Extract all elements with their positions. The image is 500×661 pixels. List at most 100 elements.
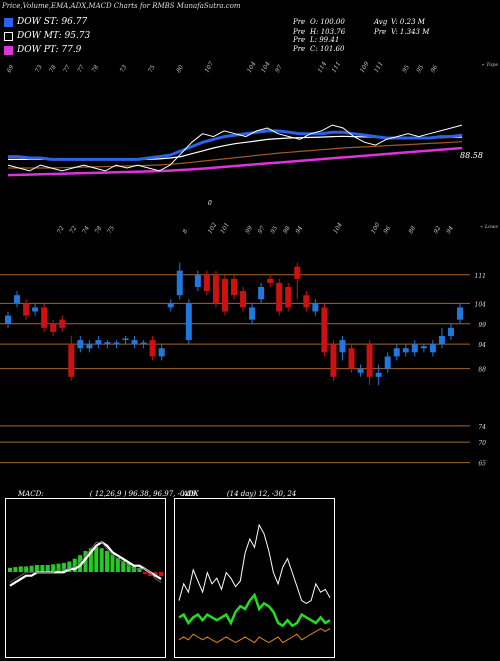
candle-body [149, 340, 156, 357]
candle-body [231, 278, 237, 296]
candle-body [312, 303, 319, 312]
stat-key: Pre [293, 28, 306, 36]
candle-body [447, 327, 454, 336]
top-tick-label: 95 [401, 64, 411, 74]
top-tick-label: 104 [246, 60, 258, 74]
stat-value: V: 1.343 M [391, 28, 430, 36]
top-tick-label: 73 [119, 64, 129, 74]
macd-chart [8, 541, 163, 587]
candle-body [212, 274, 219, 304]
level-label: 99 [478, 322, 486, 329]
stat-key: Pre [293, 18, 306, 26]
stat-prev-volume: Pre V: 1.343 M [374, 28, 429, 36]
macd-histogram-bar [115, 558, 120, 572]
bottom-tick-label: 102 [207, 221, 219, 235]
candle-body [330, 344, 337, 377]
bottom-tick-label: 99 [244, 225, 254, 235]
top-tick-label: 80 [175, 64, 185, 74]
stat-value: O: 100.00 [310, 18, 345, 26]
stat-low: Pre L: 99.41 [293, 36, 339, 44]
bottom-tick-label: 75 [106, 225, 116, 235]
candle-body [59, 319, 66, 328]
macd-histogram-bar [105, 551, 110, 572]
level-label: 104 [475, 301, 487, 308]
candle-body [113, 342, 120, 345]
candle-body [303, 295, 310, 308]
macd-histogram-bar [137, 567, 142, 572]
candle-body [393, 348, 400, 357]
macd-histogram-bar [18, 566, 23, 572]
bottom-tick-label: 72 [68, 225, 78, 235]
stat-key: Pre [293, 36, 306, 44]
macd-histogram-bar [121, 560, 126, 572]
bottom-tick-label: 94 [445, 225, 455, 235]
candle-body [240, 291, 247, 308]
ema-long-line [7, 146, 463, 177]
top-tick-label: 107 [203, 60, 215, 74]
candle-body [5, 315, 11, 324]
level-label: 65 [478, 461, 486, 468]
macd-histogram-bar [40, 565, 45, 572]
candle-body [384, 356, 391, 369]
candle-body [86, 344, 93, 349]
stat-key: Pre [293, 45, 306, 53]
candle-body [68, 344, 75, 377]
candle-body [438, 336, 445, 345]
adx-plus-di-line [178, 523, 331, 604]
chart-title: Price,Volume,EMA,ADX,MACD Charts for RMB… [2, 2, 241, 10]
bottom-tick-label: 74 [81, 225, 91, 235]
price-chart: 111 104 99 94 88 74 70 65 [0, 262, 487, 468]
candle-body [457, 307, 463, 320]
candle-body [131, 340, 138, 345]
candle-body [221, 278, 228, 312]
adx-header-values: (14 day) 12, -30, 24 [226, 490, 297, 498]
adx-chart [178, 523, 331, 644]
ema-brown-line [8, 141, 463, 169]
macd-line [9, 541, 162, 583]
macd-histogram-bar [126, 562, 131, 572]
macd-panel [5, 498, 166, 658]
top-tick-label: 78 [48, 64, 58, 74]
macd-header-label: MACD: [18, 490, 44, 498]
candle-body [258, 287, 265, 300]
candle-body [95, 340, 102, 345]
top-tick-label: 77 [62, 64, 72, 74]
level-label: 111 [475, 273, 486, 280]
candle-body [140, 342, 147, 345]
macd-header-values: ( 12,26,9 ) 96.38, 96.97, -0.89 [89, 490, 196, 498]
top-tick-label: 96 [429, 64, 439, 74]
candle-body [321, 307, 328, 353]
candle-body [249, 307, 256, 320]
macd-histogram-bar [24, 566, 29, 572]
candle-body [176, 270, 183, 296]
top-tick-label: 109 [359, 60, 371, 74]
price-line [7, 124, 463, 172]
legend-label: DOW ST: 96.77 [17, 17, 88, 27]
candle-body [185, 303, 192, 341]
zero-label: 0 [208, 200, 212, 207]
macd-histogram-bar [148, 572, 153, 577]
level-label: 74 [478, 424, 486, 431]
top-tick-label: 75 [147, 64, 157, 74]
bottom-tick-label: 8 [181, 228, 189, 235]
legend-label: DOW PT: 77.9 [17, 45, 82, 55]
bottom-tick-label: 88 [407, 225, 417, 235]
top-tick-label: 69 [6, 64, 16, 74]
candle-body [158, 348, 165, 357]
macd-histogram-bar [99, 548, 104, 572]
macd-histogram-bar [61, 562, 66, 572]
legend-swatch-blue [4, 17, 13, 27]
ema-mid-line [8, 135, 463, 161]
legend-swatch-magenta [4, 45, 13, 55]
candle-body [267, 278, 274, 283]
legend-swatch-white [4, 31, 13, 41]
stat-key: Pre [374, 28, 387, 36]
bottom-tick-label: 104 [332, 221, 344, 235]
top-tick-label: 78 [90, 64, 100, 74]
top-tick-label: 104 [260, 60, 272, 74]
macd-histogram-bar [29, 565, 34, 572]
bottom-tick-label: 100 [370, 221, 382, 235]
candle-body [167, 303, 174, 308]
adx-minus-di-line [178, 628, 331, 644]
level-label: 94 [478, 342, 486, 349]
